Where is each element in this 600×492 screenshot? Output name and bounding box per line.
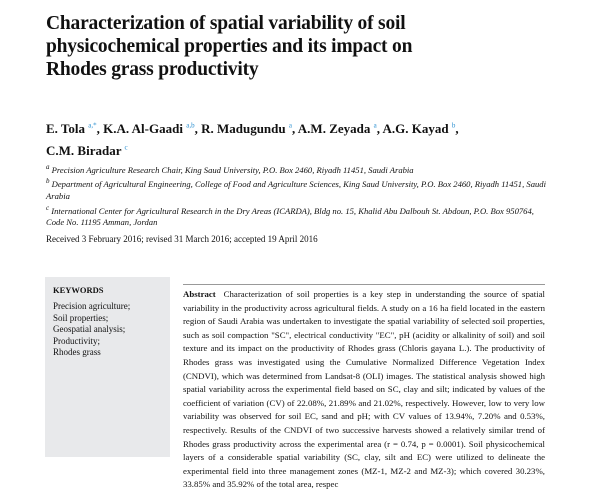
affiliation: a Precision Agriculture Research Chair, … — [46, 163, 414, 175]
keyword: Rhodes grass — [53, 347, 101, 357]
keyword: Precision agriculture; — [53, 301, 131, 311]
author: C.M. Biradar c — [46, 142, 128, 158]
keywords-box: KEYWORDS Precision agriculture; Soil pro… — [45, 277, 170, 457]
received-dates: Received 3 February 2016; revised 31 Mar… — [46, 234, 318, 244]
author: K.A. Al-Gaadi a,b, — [103, 121, 202, 137]
keyword: Productivity; — [53, 335, 100, 346]
author: R. Madugundu a, — [201, 121, 298, 137]
affiliation: c International Center for Agricultural … — [46, 203, 534, 227]
author: E. Tola a,*, — [46, 121, 104, 137]
abstract: Abstract Characterization of soil proper… — [183, 284, 545, 492]
affiliations: a Precision Agriculture Research Chair, … — [46, 162, 546, 229]
paper-title: Characterization of spatial variability … — [46, 13, 413, 80]
author: A.M. Zeyada a, — [297, 121, 383, 137]
author-list: E. Tola a,*, K.A. Al-Gaadi a,b, R. Madug… — [46, 117, 546, 160]
abstract-label: Abstract — [183, 289, 216, 299]
keyword: Geospatial analysis; — [53, 324, 126, 334]
author: A.G. Kayad b, — [382, 121, 459, 137]
affiliation: b Department of Agricultural Engineering… — [46, 177, 546, 201]
abstract-text: Characterization of soil properties is a… — [183, 289, 546, 490]
keywords-heading: KEYWORDS — [53, 285, 104, 295]
keyword: Soil properties; — [53, 312, 109, 323]
